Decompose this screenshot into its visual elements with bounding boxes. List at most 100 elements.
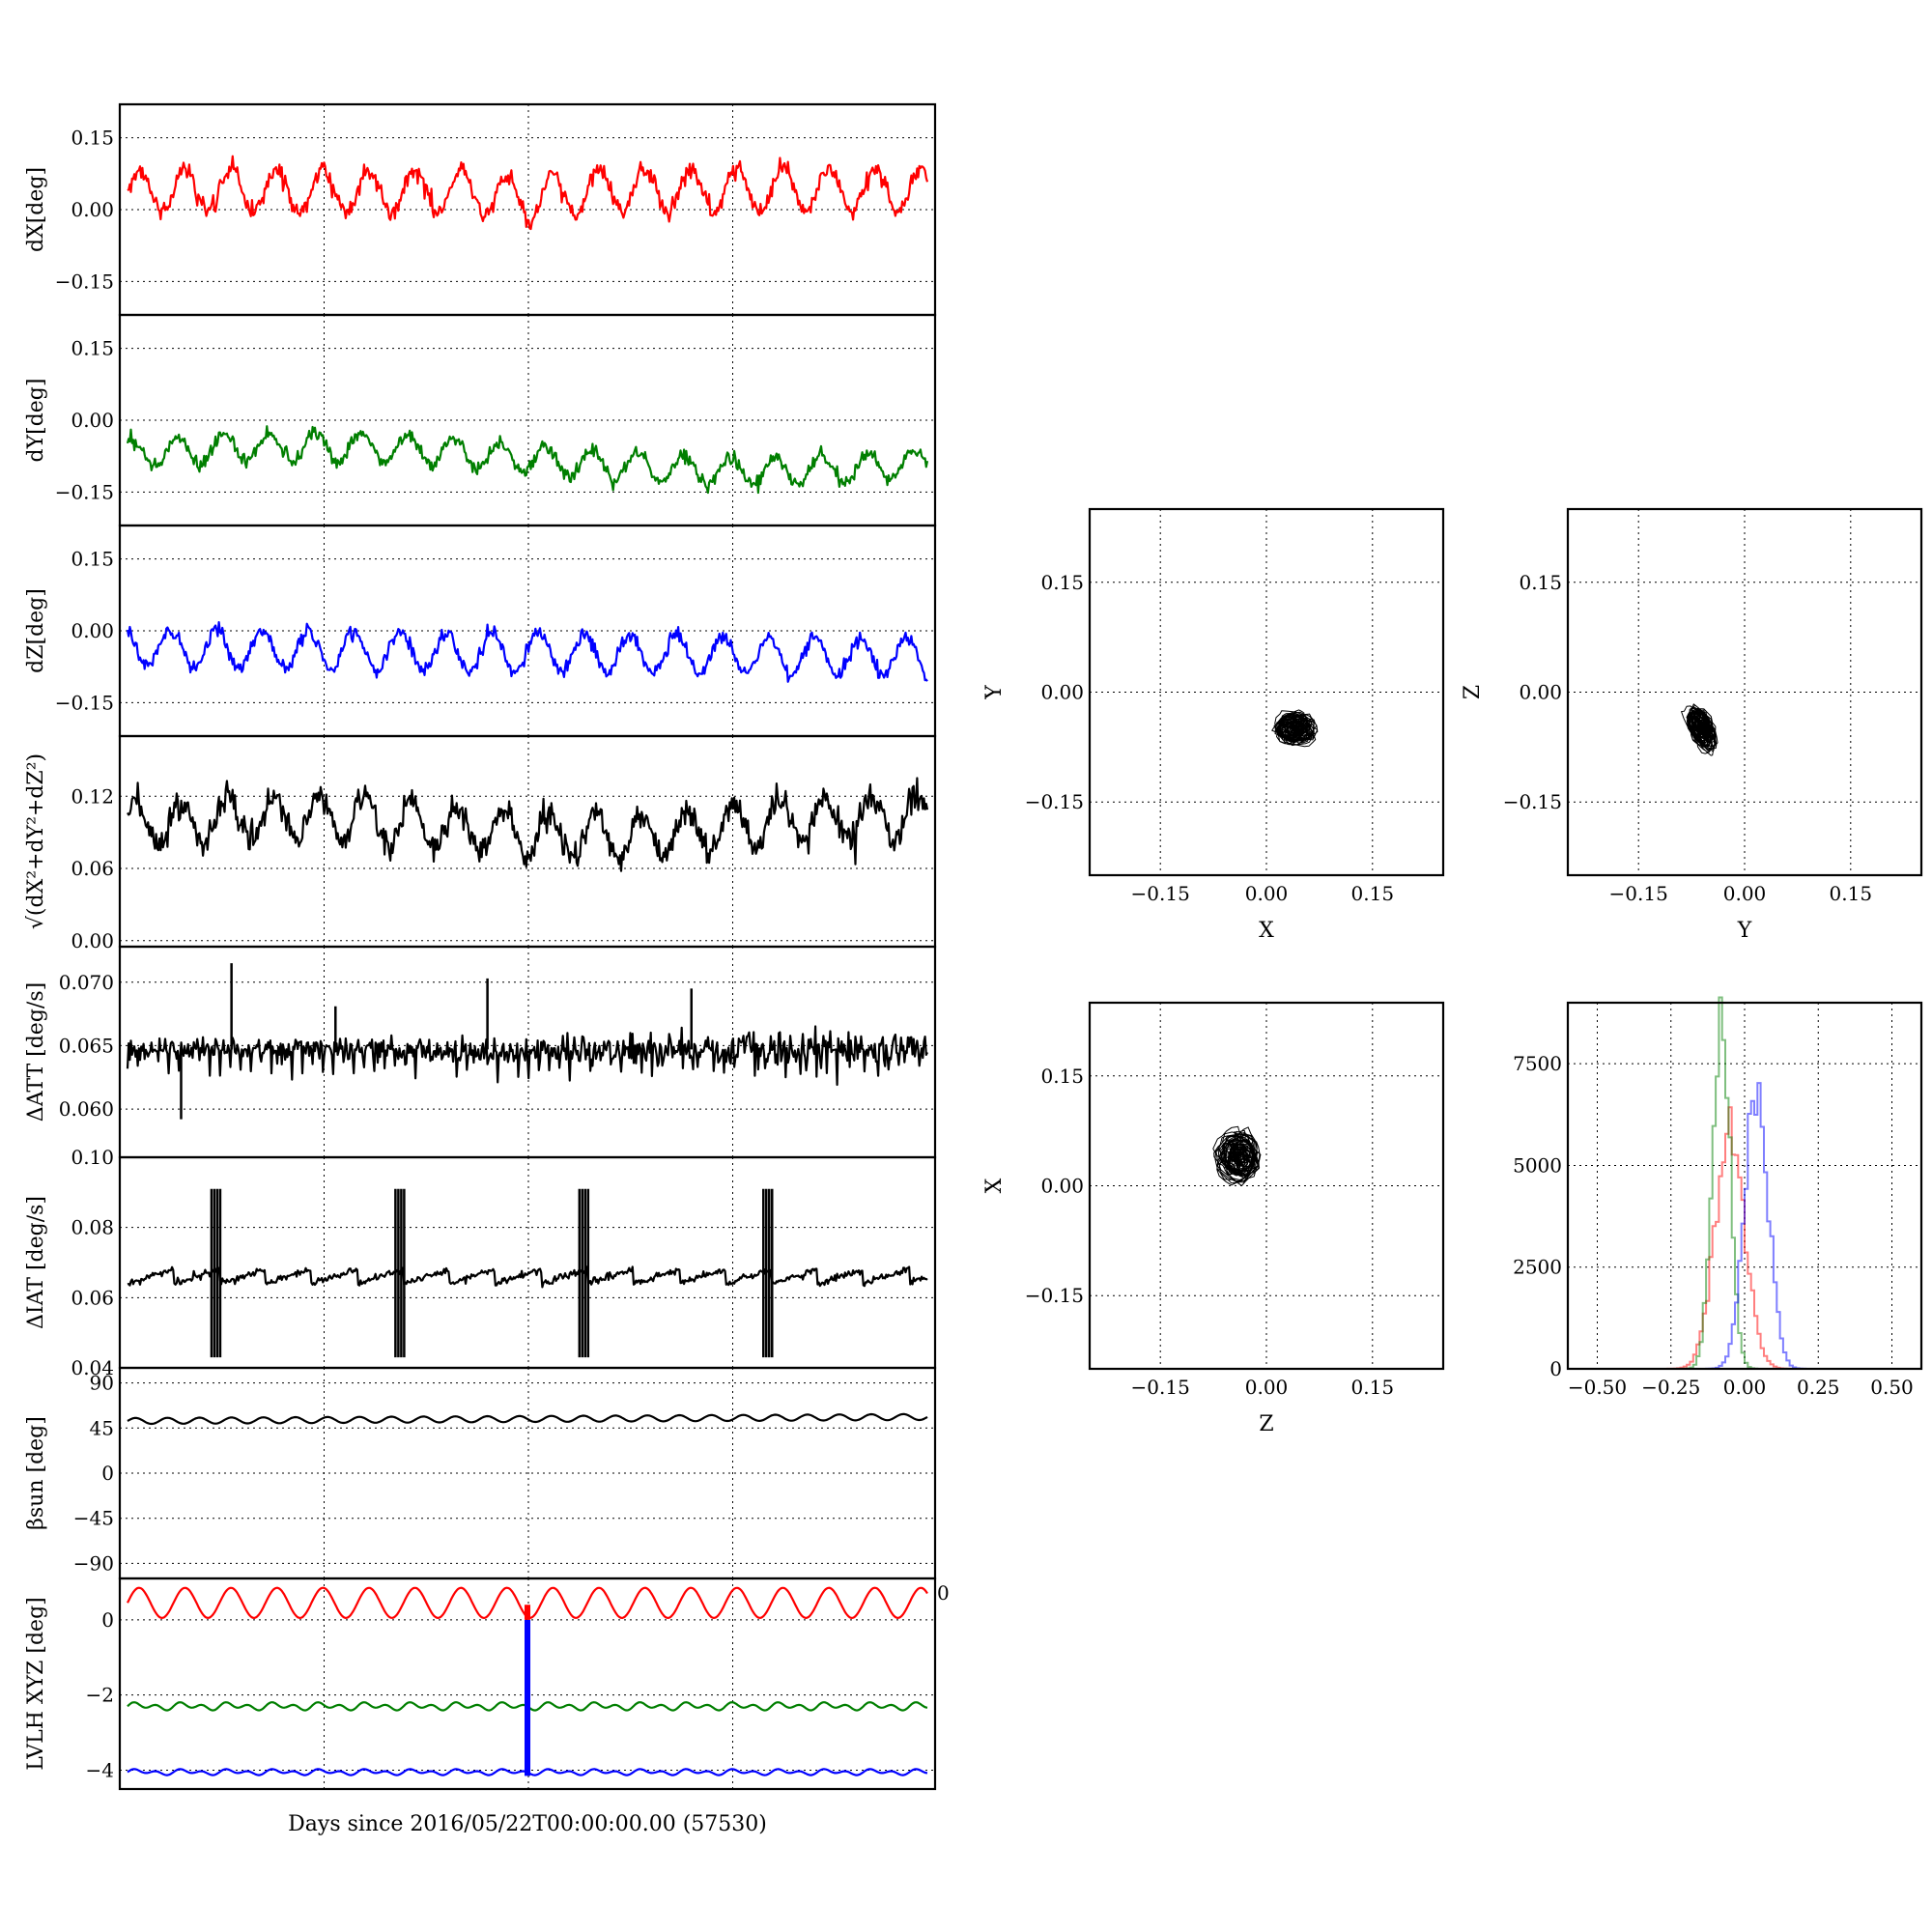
ylabel-diat: ΔIAT [deg/s]	[24, 1196, 48, 1329]
xtick-label-hist-1: −0.25	[1641, 1376, 1700, 1399]
ytick-label-hist-0: 0	[1549, 1357, 1562, 1380]
series-beta-0	[127, 1412, 928, 1426]
panel-beta: 90 45 0 −45 −90 βsun [deg]	[24, 1366, 937, 1580]
ytick-label-xy-0: −0.15	[1025, 790, 1084, 813]
ytick-label-hist-1: 2500	[1513, 1256, 1562, 1279]
trajectory-yz	[1680, 703, 1719, 756]
xtick-label-hist-0: −0.50	[1568, 1376, 1627, 1399]
series-dy-0	[126, 425, 929, 495]
ytick-label-xy-2: 0.15	[1040, 571, 1084, 594]
ylabel-dr: √(dX²+dY²+dZ²)	[24, 753, 48, 929]
panel-dy: 0.15 0.00 −0.15 dY[deg]	[24, 313, 937, 527]
ylabel-dx: dX[deg]	[24, 167, 48, 252]
ytick-label-dx-2: −0.15	[55, 270, 114, 293]
ytick-label-lvlh-1: −2	[86, 1684, 114, 1707]
right-scatter-panels: −0.15 −0.15 0.00 0.00 0.15 0.15 X Y −0.15 −0.15 0.…	[982, 507, 1923, 1436]
xtick-label-zx-2: 0.15	[1351, 1376, 1395, 1399]
hist-series-0	[1568, 1106, 1921, 1370]
panel-xy: −0.15 −0.15 0.00 0.00 0.15 0.15 X Y	[982, 507, 1445, 943]
ytick-label-lvlh-0: 0	[101, 1608, 114, 1632]
ytick-label-beta-1: 45	[90, 1416, 114, 1439]
ytick-label-dz-1: 0.00	[71, 619, 114, 642]
panel-dx: 0.15 0.00 −0.15 dX[deg]	[24, 102, 937, 317]
ytick-label-dr-2: 0.00	[71, 929, 114, 952]
ytick-label-datt-1: 0.065	[59, 1034, 114, 1057]
xtick-label-yz-1: 0.00	[1723, 882, 1767, 905]
series-dr-0	[127, 777, 929, 872]
frame-yz	[1566, 507, 1923, 877]
ytick-label-zx-2: 0.15	[1040, 1065, 1084, 1088]
ytick-label-dy-0: 0.15	[71, 337, 114, 360]
panel-dz: 0.15 0.00 −0.15 dZ[deg]	[24, 524, 937, 738]
frame-diat	[118, 1155, 937, 1370]
frame-zx	[1088, 1001, 1445, 1371]
ylabel-lvlh: LVLH XYZ [deg]	[24, 1597, 48, 1771]
ytick-label-beta-0: 90	[90, 1372, 114, 1395]
ytick-label-hist-2: 5000	[1513, 1153, 1562, 1177]
ytick-label-yz-2: 0.15	[1519, 571, 1562, 594]
series-datt-0	[126, 1025, 928, 1087]
ylabel-xy: Y	[982, 685, 1007, 700]
ytick-label-diat-2: 0.06	[71, 1286, 114, 1309]
panel-lvlh: 0 −2 −4 LVLH XYZ [deg]	[24, 1577, 937, 1791]
series-dx-0	[127, 155, 929, 231]
ytick-label-dz-0: 0.15	[71, 548, 114, 571]
ytick-label-zx-1: 0.00	[1040, 1175, 1084, 1198]
panel-diat: 0.10 0.08 0.06 0.04 ΔIAT [deg/s]	[24, 1146, 937, 1379]
ytick-label-dy-2: −0.15	[55, 480, 114, 503]
xtick-label-yz-0: −0.15	[1609, 882, 1668, 905]
frame-lvlh	[118, 1577, 937, 1791]
panel-zx: −0.15 −0.15 0.00 0.00 0.15 0.15 Z X	[982, 1001, 1445, 1436]
ytick-label-dy-1: 0.00	[71, 409, 114, 432]
ylabel-yz: Z	[1461, 685, 1485, 699]
ytick-label-datt-0: 0.070	[59, 971, 114, 994]
ylabel-datt: ΔATT [deg/s]	[24, 982, 48, 1122]
panel-yz: −0.15 −0.15 0.00 0.00 0.15 0.15 Y Z	[1461, 507, 1923, 943]
ytick-label-datt-2: 0.060	[59, 1097, 114, 1121]
xtick-label-zx-0: −0.15	[1131, 1376, 1190, 1399]
ytick-label-dz-2: −0.15	[55, 691, 114, 714]
trajectory-zx	[1212, 1125, 1262, 1187]
xtick-label-hist-4: 0.50	[1870, 1376, 1914, 1399]
ylabel-dz: dZ[deg]	[24, 588, 48, 673]
panel-hist: −0.50 −0.25 0.00 0.25 0.50 0 2500 5000 7500	[1513, 996, 1923, 1399]
xlabel-xy: X	[1259, 919, 1274, 943]
ytick-label-diat-0: 0.10	[71, 1146, 114, 1169]
ytick-label-hist-3: 7500	[1513, 1052, 1562, 1075]
xtick-label-xy-0: −0.15	[1131, 882, 1190, 905]
panel-datt: 0.070 0.065 0.060 ΔATT [deg/s]	[24, 945, 937, 1159]
ylabel-dy: dY[deg]	[24, 379, 48, 463]
xtick-label-yz-2: 0.15	[1830, 882, 1873, 905]
ytick-label-lvlh-2: −4	[86, 1759, 114, 1782]
x-axis-label: Days since 2016/05/22T00:00:00.00 (57530…	[288, 1812, 767, 1836]
frame-hist	[1566, 1001, 1923, 1371]
xtick-label-hist-3: 0.25	[1797, 1376, 1840, 1399]
series-dz-0	[126, 620, 928, 683]
xtick-label-zx-1: 0.00	[1245, 1376, 1289, 1399]
xtick-label-xy-1: 0.00	[1245, 882, 1289, 905]
xtick-label-hist-2: 0.00	[1723, 1376, 1767, 1399]
ytick-label-dr-1: 0.06	[71, 857, 114, 880]
ytick-label-dx-1: 0.00	[71, 198, 114, 221]
ytick-label-dr-0: 0.12	[71, 784, 114, 808]
ytick-label-beta-3: −45	[73, 1507, 114, 1530]
ytick-label-diat-3: 0.04	[71, 1356, 114, 1379]
frame-xy	[1088, 507, 1445, 877]
left-time-series-panels: 0.15 0.00 −0.15 dX[deg] 0.15 0.00 −0.15 dY[deg]…	[24, 102, 937, 1791]
ytick-label-zx-0: −0.15	[1025, 1284, 1084, 1307]
ylabel-beta: βsun [deg]	[24, 1416, 48, 1530]
corner-tick-label: 0	[937, 1581, 950, 1605]
series-diat-0	[127, 1265, 928, 1289]
ytick-label-yz-1: 0.00	[1519, 681, 1562, 704]
ytick-label-diat-1: 0.08	[71, 1216, 114, 1239]
ytick-label-beta-2: 0	[101, 1462, 114, 1485]
ytick-label-dx-0: 0.15	[71, 127, 114, 150]
panel-dr: 0.12 0.06 0.00 √(dX²+dY²+dZ²)	[24, 734, 937, 952]
frame-dr	[118, 734, 937, 949]
ylabel-zx: X	[982, 1178, 1007, 1193]
xlabel-zx: Z	[1259, 1412, 1273, 1436]
xtick-label-xy-2: 0.15	[1351, 882, 1395, 905]
xlabel-yz: Y	[1737, 919, 1752, 943]
ytick-label-beta-4: −90	[73, 1551, 114, 1575]
